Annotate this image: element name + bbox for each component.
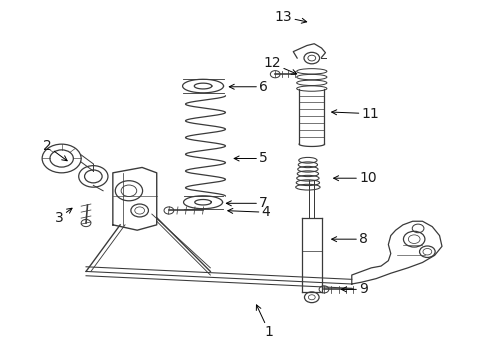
Text: 7: 7 [226, 196, 267, 210]
Text: 4: 4 [227, 205, 270, 219]
Text: 6: 6 [229, 80, 267, 94]
Text: 5: 5 [234, 152, 267, 166]
Text: 3: 3 [55, 208, 72, 225]
Text: 9: 9 [341, 282, 367, 296]
Text: 12: 12 [263, 57, 296, 74]
Text: 13: 13 [274, 10, 306, 24]
Text: 2: 2 [42, 139, 67, 161]
Text: 1: 1 [256, 305, 273, 339]
Text: 8: 8 [331, 232, 367, 246]
Text: 11: 11 [331, 107, 379, 121]
Text: 10: 10 [333, 171, 376, 185]
